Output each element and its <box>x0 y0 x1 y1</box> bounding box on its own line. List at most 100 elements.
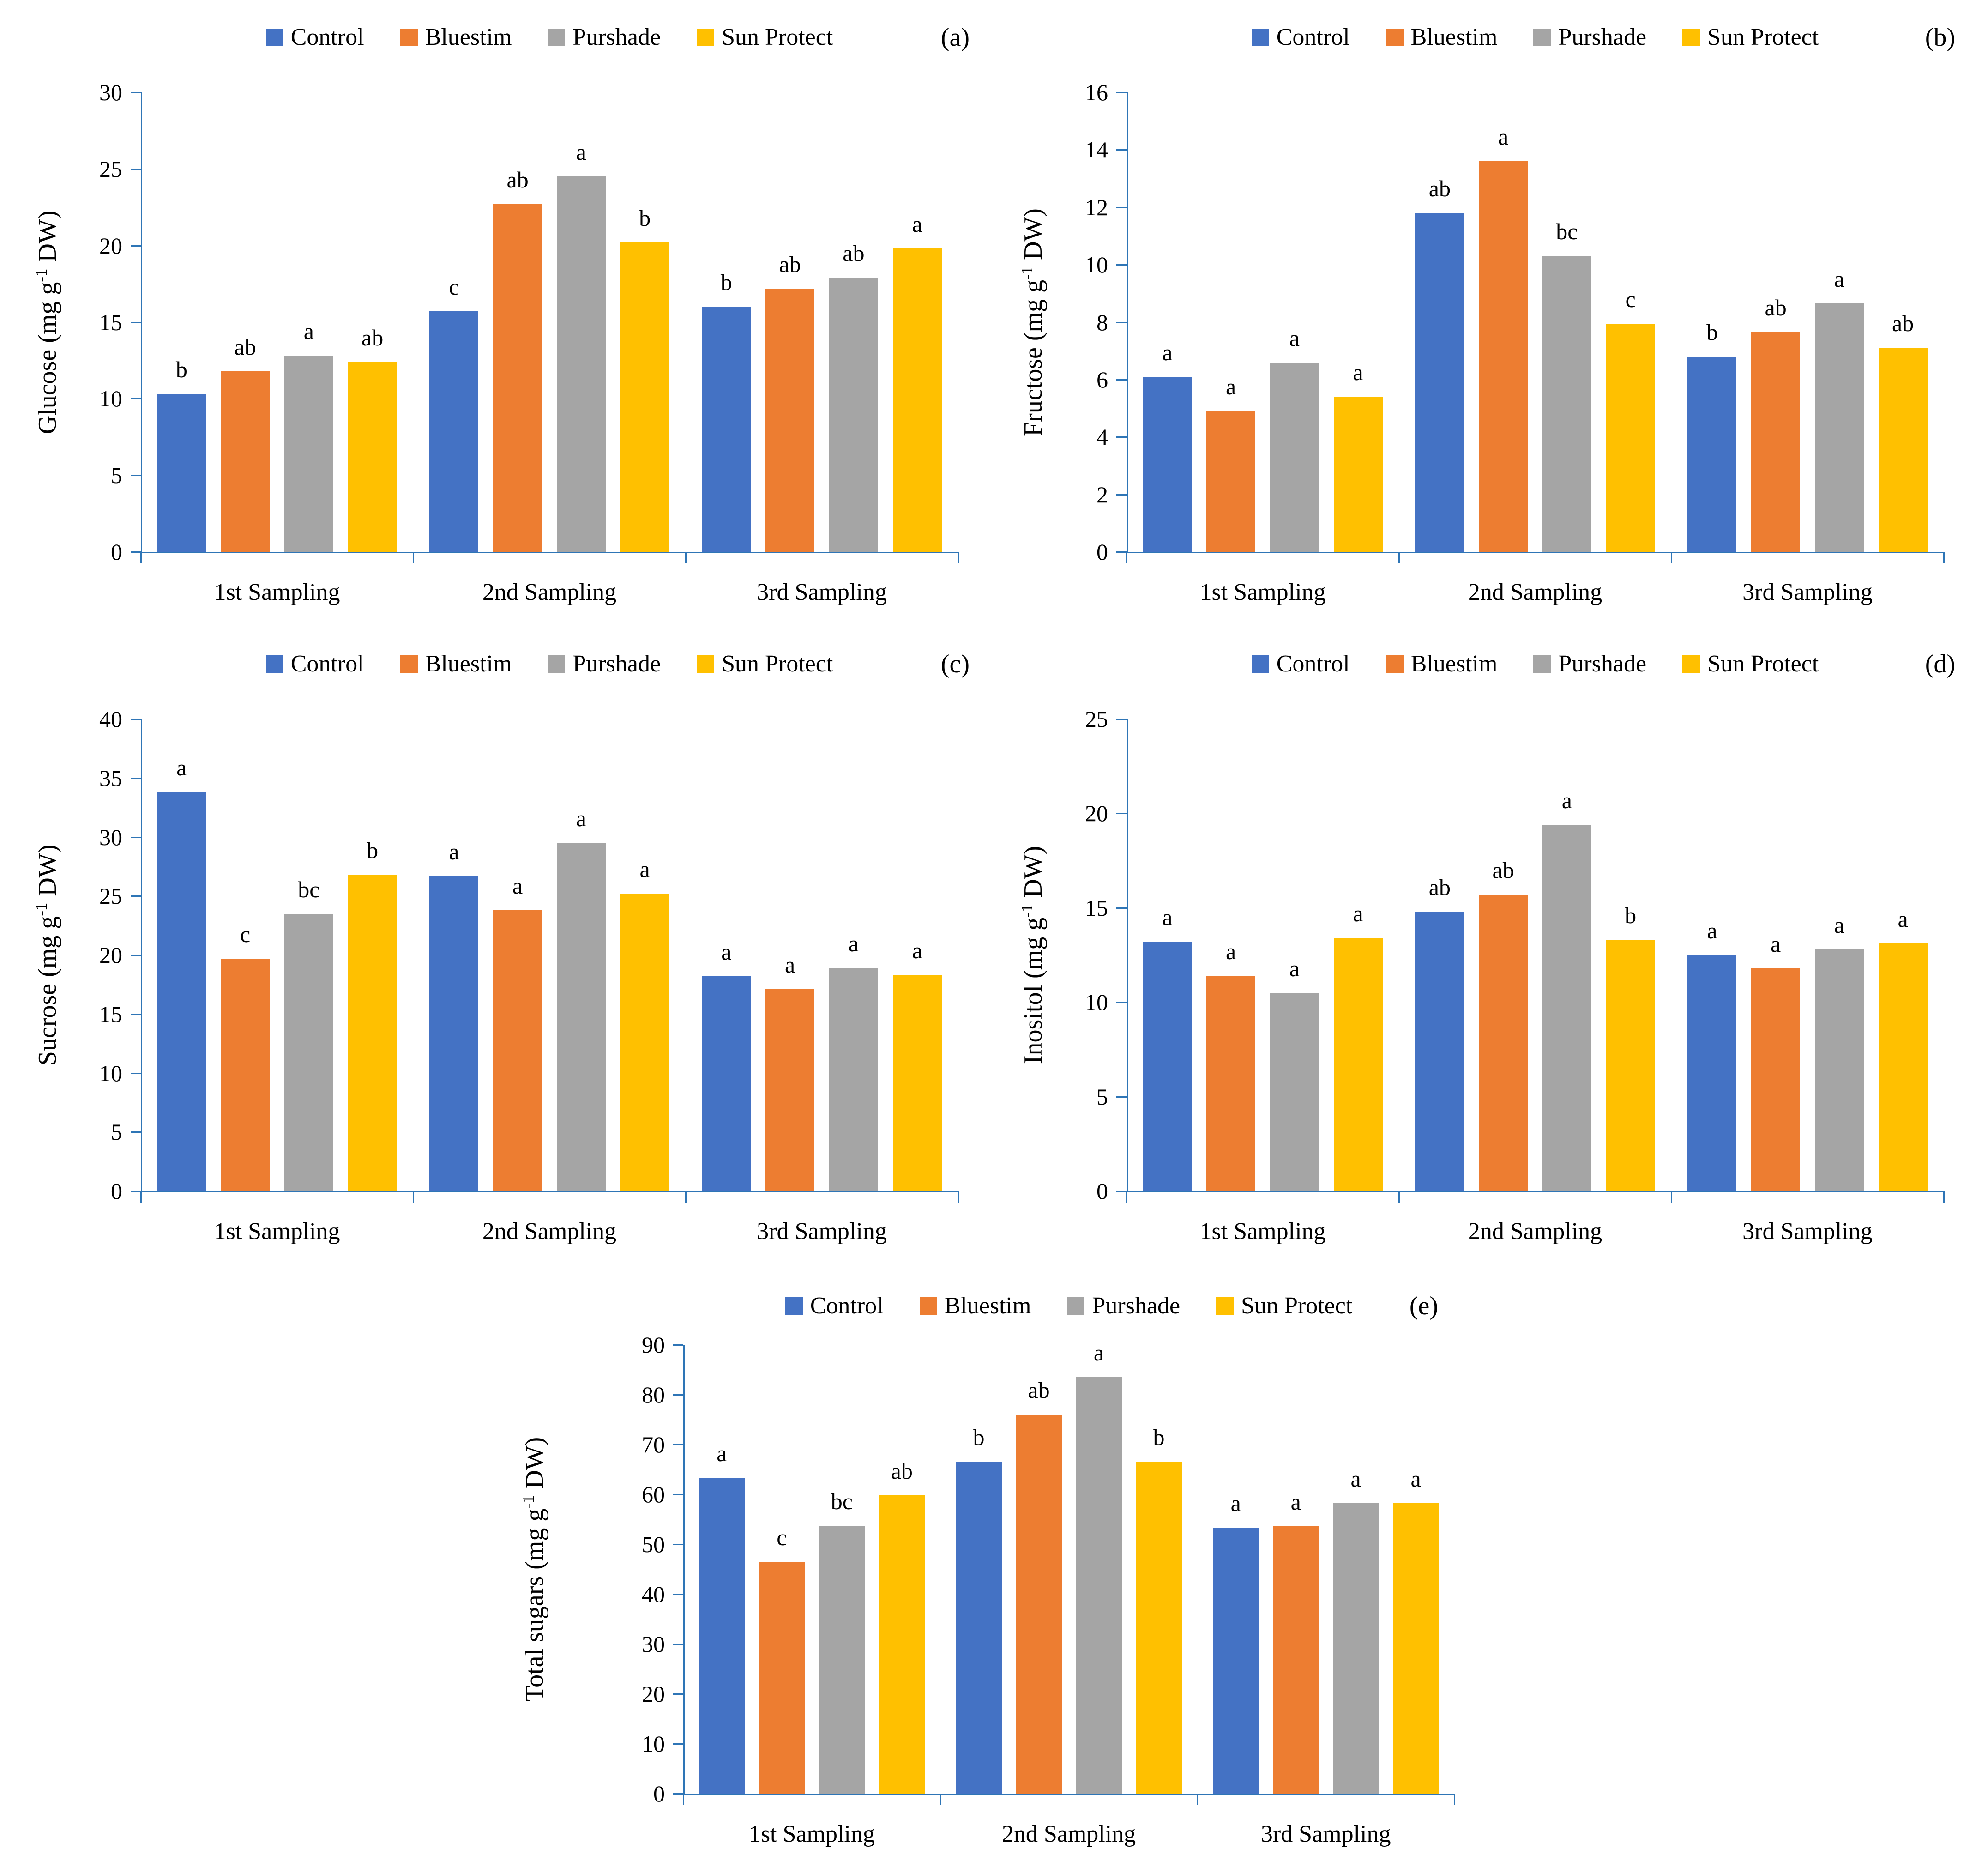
sig-letter-sun-protect-3rd-sampling: a <box>912 937 922 964</box>
legend-label-control: Control <box>810 1293 884 1319</box>
legend-swatch-control <box>265 29 283 46</box>
sig-letter-sun-protect-2nd-sampling: b <box>639 205 651 231</box>
bar-purshade-1st-sampling <box>284 356 333 552</box>
y-tick-c-40 <box>131 719 141 720</box>
y-tick-e-70 <box>673 1444 683 1445</box>
y-tick-label-d-0: 0 <box>1096 1178 1108 1204</box>
sig-letter-purshade-2nd-sampling: bc <box>1556 218 1578 245</box>
bar-control-1st-sampling <box>1143 942 1192 1191</box>
y-tick-d-10 <box>1116 1002 1127 1003</box>
y-tick-label-e-0: 0 <box>653 1781 665 1807</box>
bar-sun-protect-3rd-sampling <box>1878 348 1928 552</box>
x-tick-d-1 <box>1398 1191 1400 1203</box>
x-tick-a-0 <box>140 552 142 563</box>
legend-c: Control Bluestim Purshade Sun Protect <box>141 652 958 676</box>
y-tick-e-80 <box>673 1394 683 1396</box>
sig-letter-sun-protect-1st-sampling: ab <box>361 324 384 351</box>
y-tick-a-25 <box>131 168 141 170</box>
sig-letter-purshade-3rd-sampling: a <box>1834 912 1844 938</box>
legend-label-bluestim: Bluestim <box>1410 651 1498 677</box>
x-tick-e-2 <box>1197 1794 1199 1805</box>
sig-letter-control-2nd-sampling: a <box>449 838 459 864</box>
panel-letter-b: (b) <box>1925 23 1955 52</box>
x-tick-a-1 <box>413 552 414 563</box>
x-category-label-a-2: 2nd Sampling <box>482 579 617 605</box>
legend-swatch-control <box>265 655 283 673</box>
y-tick-e-20 <box>673 1693 683 1695</box>
legend-swatch-purshade <box>1067 1297 1085 1315</box>
y-tick-label-e-10: 10 <box>642 1731 665 1757</box>
sig-letter-purshade-1st-sampling: a <box>1289 955 1300 981</box>
sig-letter-control-1st-sampling: a <box>1162 904 1173 931</box>
y-axis-title-a: Glucose (mg g-1 DW) <box>32 210 62 434</box>
legend-label-control: Control <box>1276 24 1350 50</box>
legend-label-purshade: Purshade <box>572 651 661 677</box>
legend-swatch-bluestim <box>919 1297 937 1315</box>
legend-swatch-purshade <box>1533 29 1551 46</box>
bar-bluestim-2nd-sampling <box>493 910 542 1191</box>
y-tick-label-a-10: 10 <box>99 386 122 412</box>
bar-sun-protect-3rd-sampling <box>1392 1503 1439 1794</box>
legend-swatch-sun-protect <box>1216 1297 1234 1315</box>
y-tick-b-2 <box>1116 494 1127 496</box>
sig-letter-control-1st-sampling: b <box>175 357 187 383</box>
x-tick-e-3 <box>1454 1794 1455 1805</box>
sig-letter-bluestim-2nd-sampling: a <box>1498 124 1509 150</box>
sig-letter-control-3rd-sampling: a <box>721 938 732 965</box>
y-tick-label-c-5: 5 <box>111 1119 122 1145</box>
y-axis-line-d <box>1127 719 1128 1192</box>
panel-letter-d: (d) <box>1925 650 1955 678</box>
legend-label-purshade: Purshade <box>1092 1293 1181 1319</box>
panel-letter-c: (c) <box>940 650 970 678</box>
sig-letter-purshade-1st-sampling: bc <box>298 876 320 902</box>
y-tick-label-e-30: 30 <box>642 1631 665 1657</box>
bar-sun-protect-2nd-sampling <box>620 242 669 552</box>
sig-letter-purshade-3rd-sampling: a <box>848 931 859 957</box>
sig-letter-purshade-3rd-sampling: a <box>1834 266 1844 292</box>
y-tick-label-a-5: 5 <box>111 462 122 489</box>
y-tick-label-c-40: 40 <box>99 706 122 732</box>
x-tick-c-0 <box>140 1191 142 1203</box>
y-tick-c-25 <box>131 895 141 897</box>
x-category-label-c-2: 2nd Sampling <box>482 1218 617 1245</box>
bar-sun-protect-1st-sampling <box>879 1495 925 1794</box>
bar-purshade-2nd-sampling <box>556 843 606 1191</box>
legend-item-purshade: Purshade <box>548 652 661 676</box>
x-category-label-d-2: 2nd Sampling <box>1468 1218 1602 1245</box>
y-tick-label-b-10: 10 <box>1085 252 1108 278</box>
y-tick-label-c-30: 30 <box>99 824 122 850</box>
y-tick-b-4 <box>1116 436 1127 438</box>
sig-letter-bluestim-2nd-sampling: ab <box>1492 857 1514 883</box>
bar-sun-protect-1st-sampling <box>1333 938 1383 1191</box>
x-axis-line-b <box>1116 552 1944 553</box>
y-tick-label-e-90: 90 <box>642 1332 665 1358</box>
bar-bluestim-3rd-sampling <box>765 288 815 552</box>
y-tick-b-6 <box>1116 379 1127 381</box>
y-tick-a-30 <box>131 92 141 93</box>
sig-letter-control-2nd-sampling: ab <box>1428 175 1451 202</box>
sig-letter-purshade-1st-sampling: a <box>1289 325 1300 351</box>
sig-letter-control-3rd-sampling: b <box>1706 319 1718 345</box>
y-tick-label-b-16: 16 <box>1085 79 1108 105</box>
bar-purshade-3rd-sampling <box>1332 1503 1379 1794</box>
legend-item-sun-protect: Sun Protect <box>697 652 833 676</box>
y-tick-e-50 <box>673 1544 683 1545</box>
y-tick-label-a-25: 25 <box>99 156 122 182</box>
x-tick-c-3 <box>958 1191 959 1203</box>
bar-bluestim-3rd-sampling <box>765 989 815 1191</box>
x-axis-line-d <box>1116 1191 1944 1192</box>
y-tick-label-c-20: 20 <box>99 942 122 968</box>
bar-bluestim-1st-sampling <box>1206 411 1256 552</box>
sig-letter-sun-protect-3rd-sampling: a <box>1410 1466 1421 1492</box>
legend-item-control: Control <box>785 1294 884 1318</box>
legend-item-control: Control <box>265 25 364 49</box>
y-tick-label-b-14: 14 <box>1085 137 1108 163</box>
bar-purshade-2nd-sampling <box>1542 256 1591 552</box>
sig-letter-sun-protect-1st-sampling: a <box>1353 901 1363 927</box>
legend-swatch-bluestim <box>1386 29 1404 46</box>
bar-sun-protect-1st-sampling <box>1333 397 1383 552</box>
sig-letter-sun-protect-2nd-sampling: c <box>1625 286 1636 312</box>
legend-item-bluestim: Bluestim <box>1386 651 1498 677</box>
y-tick-label-c-0: 0 <box>111 1178 122 1204</box>
